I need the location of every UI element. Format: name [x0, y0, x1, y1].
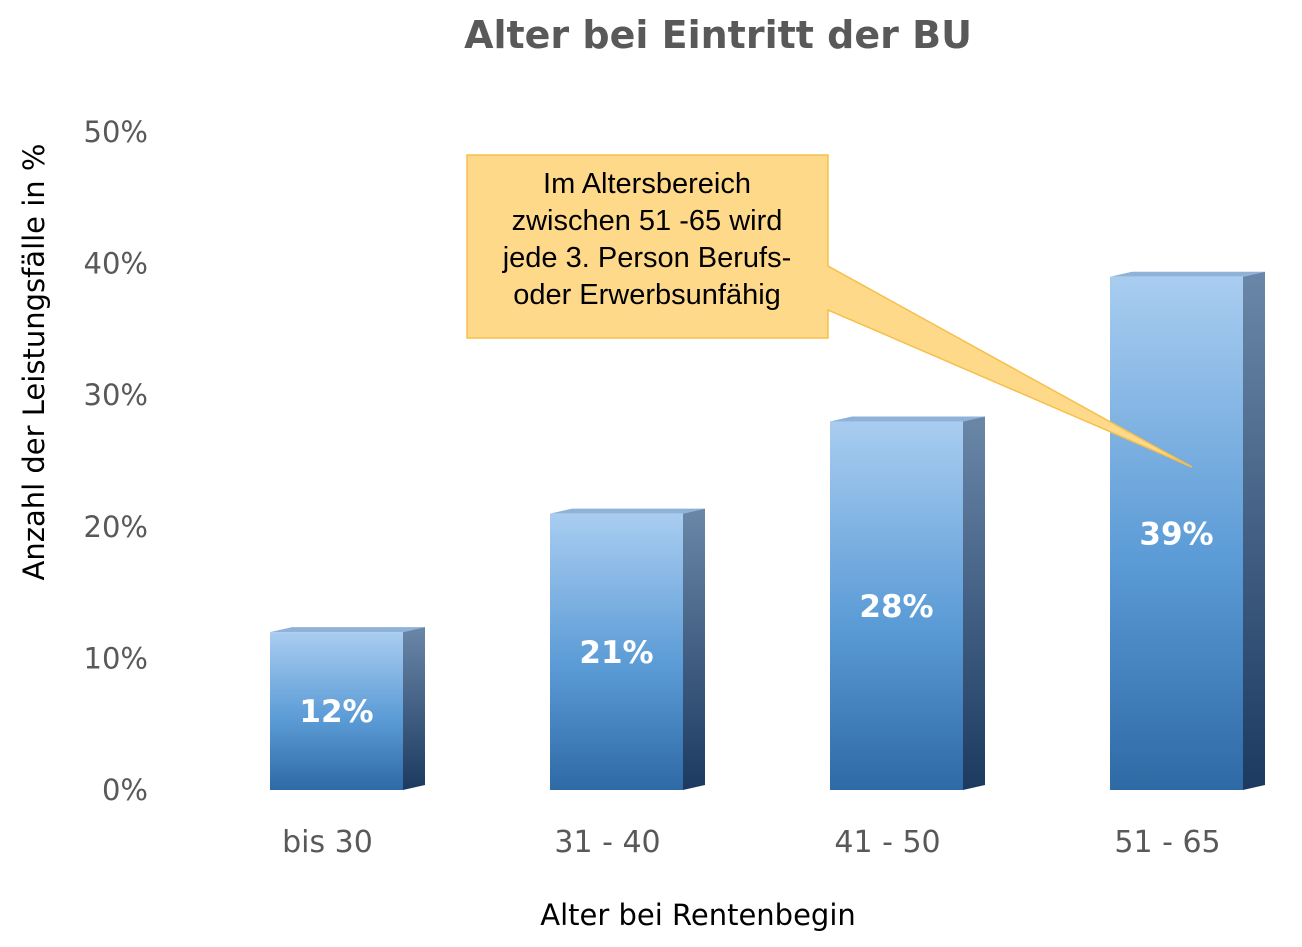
bar-top-face — [830, 416, 985, 422]
bar-side-face — [683, 508, 705, 790]
y-tick-label: 10% — [84, 641, 148, 675]
bar-side-face — [963, 416, 985, 790]
x-axis-label: Alter bei Rentenbegin — [540, 898, 856, 932]
bar: 12% — [270, 627, 425, 790]
callout-line-2: zwischen 51 -65 wird — [512, 205, 783, 237]
data-label: 28% — [859, 589, 933, 625]
callout: Im Altersbereich zwischen 51 -65 wird je… — [466, 154, 1193, 468]
bar-side-face — [1243, 271, 1265, 790]
y-tick-label: 0% — [102, 773, 148, 807]
y-tick-label: 40% — [84, 247, 148, 281]
bar-front-face — [270, 632, 403, 790]
y-tick-label: 20% — [84, 510, 148, 544]
callout-line-1: Im Altersbereich — [543, 168, 751, 200]
bars: 12% 21% 28% 39% — [270, 271, 1265, 790]
bar-top-face — [550, 508, 705, 514]
data-label: 21% — [579, 635, 653, 671]
y-tick-label: 50% — [84, 115, 148, 149]
bar: 21% — [550, 508, 705, 790]
bar-front-face — [830, 421, 963, 790]
bar: 39% — [1110, 271, 1265, 790]
x-axis-ticks: bis 30 31 - 40 41 - 50 51 - 65 — [282, 825, 1220, 860]
bar-side-face — [403, 627, 425, 790]
x-tick-label: 41 - 50 — [834, 825, 940, 860]
callout-line-3: jede 3. Person Berufs- — [502, 242, 792, 274]
callout-box — [466, 154, 1193, 468]
y-axis-ticks: 0% 10% 20% 30% 40% 50% — [84, 115, 148, 807]
bar-front-face — [1110, 276, 1243, 790]
bar: 28% — [830, 416, 985, 790]
y-axis-label: Anzahl der Leistungsfälle in % — [17, 144, 51, 581]
bar-top-face — [1110, 271, 1265, 277]
x-tick-label: bis 30 — [282, 825, 373, 860]
data-label: 39% — [1139, 516, 1213, 552]
bar-front-face — [550, 513, 683, 790]
data-label: 12% — [299, 694, 373, 730]
callout-line-4: oder Erwerbsunfähig — [513, 279, 781, 311]
x-tick-label: 31 - 40 — [554, 825, 660, 860]
bar-top-face — [270, 627, 425, 633]
x-tick-label: 51 - 65 — [1114, 825, 1220, 860]
chart-title: Alter bei Eintritt der BU — [464, 13, 972, 57]
y-tick-label: 30% — [84, 378, 148, 412]
